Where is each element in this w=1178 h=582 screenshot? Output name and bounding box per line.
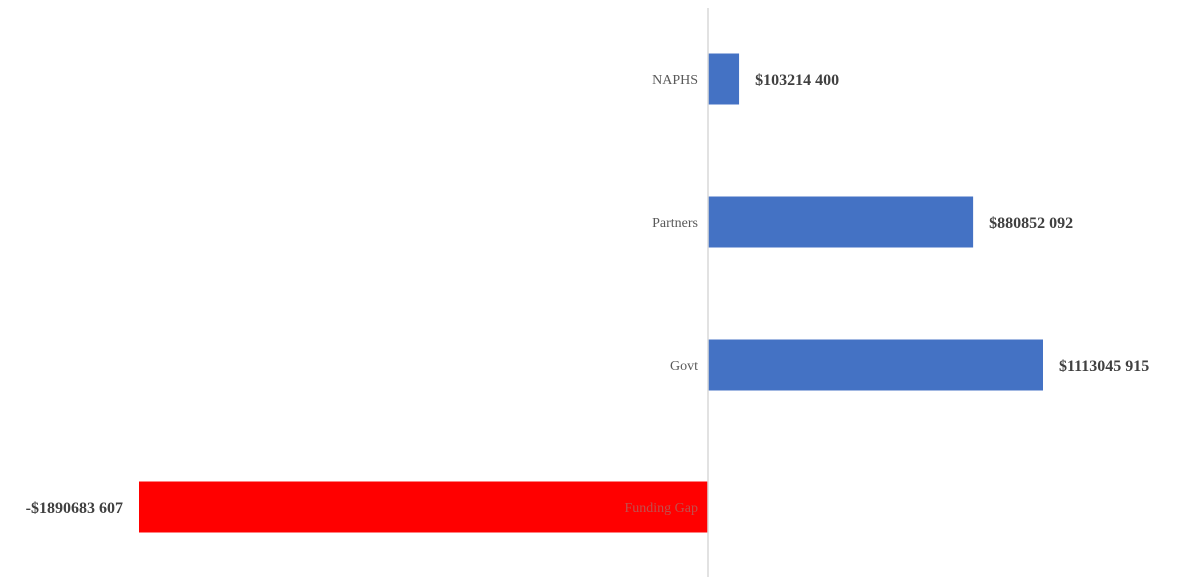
bar-govt: [708, 339, 1043, 391]
bar-naphs: [708, 53, 740, 105]
category-label-govt: Govt: [670, 359, 698, 374]
bar-funding-gap: [139, 481, 708, 533]
data-label-funding-gap: -$1890683 607: [26, 500, 123, 517]
category-label-funding-gap: Funding Gap: [625, 501, 699, 516]
category-label-naphs: NAPHS: [652, 73, 698, 88]
data-label-partners: $880852 092: [989, 215, 1073, 232]
data-label-govt: $1113045 915: [1059, 358, 1149, 375]
category-label-partners: Partners: [652, 216, 698, 231]
data-label-naphs: $103214 400: [755, 72, 839, 89]
bar-partners: [708, 196, 974, 248]
